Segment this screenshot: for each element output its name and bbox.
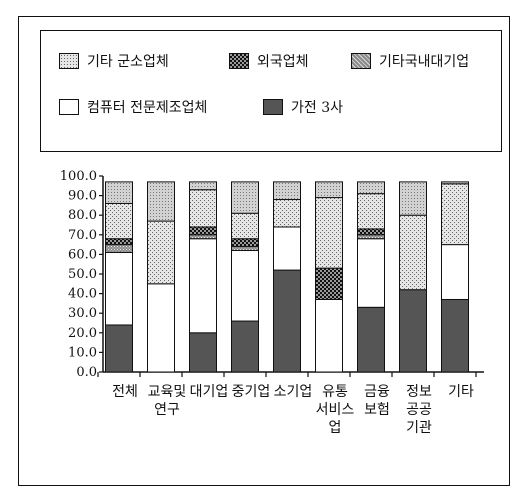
bar-segment-top <box>105 181 133 204</box>
y-tick-label: 40.0 <box>68 287 97 302</box>
bar-segment-top <box>399 181 427 216</box>
bar-segment-computer <box>273 226 301 271</box>
legend-swatch-foreign <box>229 53 249 69</box>
legend-item-small: 기타 군소업체 <box>59 51 169 71</box>
bars-layer <box>105 181 469 373</box>
legend-label-gajeon: 가전 3사 <box>291 100 343 116</box>
bar-segment-computer <box>105 251 133 326</box>
bar-segment-foreign <box>315 267 343 300</box>
bar-segment-top <box>273 181 301 201</box>
x-category-label-line: 금융 <box>364 384 390 400</box>
bar-segment-gajeon <box>357 306 385 373</box>
y-tick-label: 100.0 <box>60 169 97 184</box>
bar-segment-domestic <box>189 234 217 240</box>
bar-segment-computer <box>315 298 343 373</box>
legend-swatch-domestic <box>351 53 371 69</box>
bar-segment-computer <box>441 244 469 300</box>
bar-segment-top <box>315 181 343 199</box>
bar-segment-gajeon <box>105 324 133 373</box>
bar-segment-top <box>231 181 259 214</box>
bar-segment-small <box>105 202 133 240</box>
x-category-label-line: 기타 <box>448 384 474 400</box>
y-tick-label: 10.0 <box>68 345 97 360</box>
x-category-label-line: 정보 <box>406 384 432 400</box>
legend-item-computer: 컴퓨터 전문제조업체 <box>59 97 207 117</box>
legend-swatch-small <box>59 53 79 69</box>
bar-segment-gajeon <box>441 298 469 373</box>
legend: 기타 군소업체 외국업체 기타국내대기업 컴퓨터 전문제조업체 가전 3사 <box>40 30 502 152</box>
y-tick-label: 70.0 <box>68 228 97 243</box>
y-tick-label: 90.0 <box>68 189 97 204</box>
bar-segment-top <box>189 181 217 191</box>
legend-item-gajeon: 가전 3사 <box>263 97 343 117</box>
bar-segment-small <box>189 189 217 228</box>
bar-segment-small <box>399 214 427 291</box>
legend-label-small: 기타 군소업체 <box>87 54 169 70</box>
bar-segment-top <box>357 181 385 195</box>
bar-segment-small <box>147 220 175 285</box>
axis-layer: 0.0 10.0 20.0 30.0 40.0 50.0 60.0 70.0 80.0 90.0 1… <box>60 169 484 380</box>
bar-segment-foreign <box>231 238 259 248</box>
x-category-label-line: 소기업 <box>274 384 313 400</box>
bar-segment-gajeon <box>231 320 259 373</box>
legend-item-domestic: 기타국내대기업 <box>351 51 469 71</box>
y-tick-label: 0.0 <box>76 365 97 380</box>
bar-segment-small <box>315 197 343 269</box>
bar-segment-gajeon <box>399 289 427 373</box>
bar-segment-small <box>273 199 301 228</box>
bar-segment-foreign <box>189 226 217 236</box>
x-category-label-line: 공공 <box>406 402 432 418</box>
x-category-label: 소기업 <box>274 384 313 400</box>
x-category-label-line: 서비스 <box>316 402 355 418</box>
figure-frame <box>18 16 510 486</box>
x-category-label-line: 중기업 <box>232 384 271 400</box>
bar-segment-computer <box>357 238 385 308</box>
y-tick-label: 60.0 <box>68 247 97 262</box>
bar-segment-domestic <box>105 244 133 253</box>
x-category-label-line: 전체 <box>112 384 138 400</box>
x-category-label-line: 연구 <box>154 402 180 418</box>
bar-segment-small <box>231 212 259 240</box>
x-category-label: 전체 <box>112 384 138 400</box>
x-category-label: 중기업 <box>232 384 271 400</box>
bar-segment-domestic <box>357 234 385 240</box>
y-tick-label: 50.0 <box>68 267 97 282</box>
x-category-label-line: 교육및 <box>148 384 187 400</box>
bar-segment-foreign <box>105 238 133 246</box>
legend-label-computer: 컴퓨터 전문제조업체 <box>87 100 208 116</box>
legend-label-domestic: 기타국내대기업 <box>379 54 470 70</box>
bar-segment-top <box>147 181 175 222</box>
bar-segment-small <box>357 193 385 230</box>
bar-segment-domestic <box>231 246 259 251</box>
bar-segment-gajeon <box>273 269 301 373</box>
y-tick-label: 20.0 <box>68 326 97 341</box>
x-category-label-line: 유통 <box>322 384 348 400</box>
bar-segment-computer <box>189 238 217 334</box>
x-category-label: 대기업 <box>190 384 229 400</box>
legend-swatch-gajeon <box>263 99 283 115</box>
x-category-label-line: 보험 <box>364 402 390 418</box>
legend-swatch-computer <box>59 99 79 115</box>
x-category-label: 기타 <box>448 384 474 400</box>
bar-segment-gajeon <box>189 332 217 373</box>
legend-label-foreign: 외국업체 <box>257 54 309 70</box>
bar-segment-foreign <box>357 228 385 236</box>
legend-item-foreign: 외국업체 <box>229 51 309 71</box>
x-category-label-line: 대기업 <box>190 384 229 400</box>
bar-segment-computer <box>147 283 175 373</box>
x-category-label-line: 기관 <box>406 420 432 436</box>
y-tick-label: 30.0 <box>68 306 97 321</box>
bar-segment-top <box>441 181 469 185</box>
x-category-label-line: 업 <box>329 420 342 436</box>
y-tick-label: 80.0 <box>68 208 97 223</box>
bar-segment-small <box>441 183 469 246</box>
bar-segment-computer <box>231 249 259 322</box>
